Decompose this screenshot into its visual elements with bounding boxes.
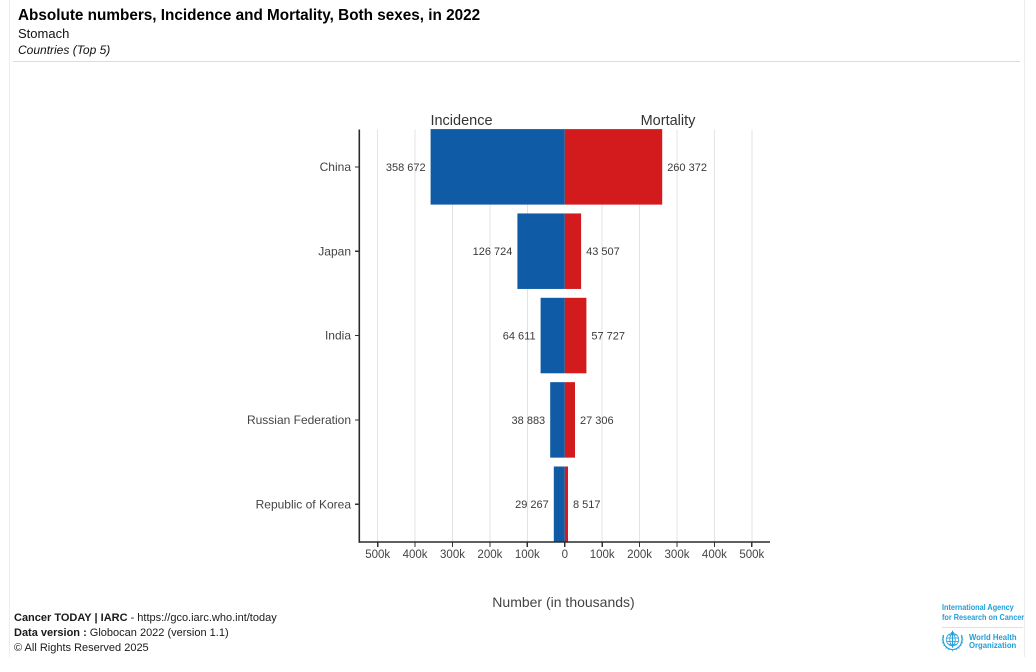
svg-text:126 724: 126 724 [473, 246, 513, 258]
svg-text:India: India [325, 329, 351, 343]
svg-text:0: 0 [562, 549, 568, 561]
svg-text:29 267: 29 267 [515, 499, 549, 511]
svg-text:500k: 500k [365, 549, 390, 561]
svg-text:Russian Federation: Russian Federation [247, 413, 351, 427]
svg-text:300k: 300k [440, 549, 465, 561]
svg-text:400k: 400k [403, 549, 428, 561]
svg-text:400k: 400k [702, 549, 727, 561]
svg-text:8 517: 8 517 [573, 499, 601, 511]
svg-text:Japan: Japan [318, 244, 351, 258]
svg-text:43 507: 43 507 [586, 246, 620, 258]
svg-text:100k: 100k [590, 549, 615, 561]
svg-text:200k: 200k [477, 549, 502, 561]
svg-text:Republic of Korea: Republic of Korea [256, 497, 352, 511]
svg-text:27 306: 27 306 [580, 415, 614, 427]
svg-text:358 672: 358 672 [386, 162, 426, 174]
svg-text:Number (in thousands): Number (in thousands) [492, 594, 634, 610]
svg-text:300k: 300k [665, 549, 690, 561]
svg-text:China: China [320, 160, 352, 174]
svg-text:64 611: 64 611 [503, 331, 536, 343]
svg-text:260 372: 260 372 [667, 162, 707, 174]
svg-text:Incidence: Incidence [430, 113, 492, 129]
svg-text:100k: 100k [515, 549, 540, 561]
svg-text:57 727: 57 727 [591, 331, 625, 343]
svg-text:500k: 500k [739, 549, 764, 561]
svg-text:38 883: 38 883 [512, 415, 546, 427]
svg-text:200k: 200k [627, 549, 652, 561]
svg-text:Mortality: Mortality [641, 113, 697, 129]
